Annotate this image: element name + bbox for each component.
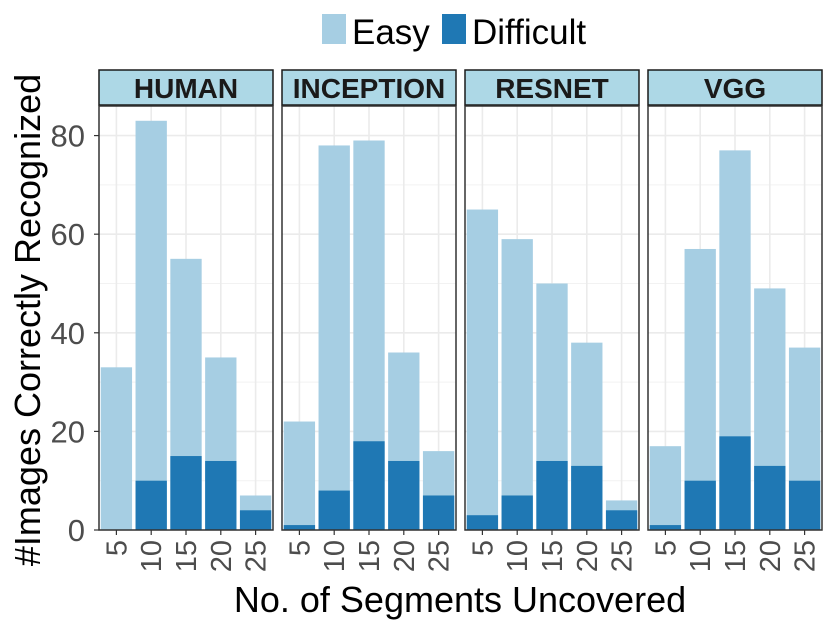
y-tick-label: 40 — [51, 316, 85, 351]
x-tick-label: 10 — [685, 540, 717, 572]
legend-label-difficult: Difficult — [472, 13, 586, 52]
x-tick-label: 5 — [650, 540, 682, 556]
x-tick-label: 20 — [206, 540, 238, 572]
bar-easy — [100, 367, 133, 530]
bar-difficult — [605, 510, 638, 530]
bar-difficult — [466, 515, 499, 530]
bar-easy — [501, 239, 533, 530]
y-tick-label: 20 — [51, 414, 85, 449]
x-tick-label: 20 — [755, 540, 787, 572]
facet-strip-label: HUMAN — [134, 73, 238, 104]
facet-strip — [98, 69, 274, 106]
bar-difficult — [135, 480, 167, 530]
facet-strip-label: INCEPTION — [293, 73, 445, 104]
bar-difficult — [205, 460, 237, 530]
y-tick-label: 80 — [51, 119, 85, 154]
facet-human: HUMAN 5 10 15 20 25 — [98, 69, 274, 572]
facet-strip-label: VGG — [704, 73, 766, 104]
bar-difficult — [571, 465, 603, 530]
bar-easy — [135, 120, 167, 530]
x-tick-label: 20 — [389, 540, 421, 572]
x-tick-label: 20 — [572, 540, 604, 572]
x-tick-label: 25 — [790, 540, 822, 572]
bar-difficult — [536, 460, 568, 530]
y-tick-label: 0 — [68, 513, 85, 548]
x-tick-label: 25 — [424, 540, 456, 572]
bar-easy — [318, 145, 350, 530]
facet-resnet: RESNET 5 10 15 20 25 — [464, 69, 640, 572]
bar-difficult — [422, 495, 455, 530]
bar-difficult — [239, 510, 272, 530]
x-tick-label: 15 — [354, 540, 386, 572]
facet-vgg: VGG 5 10 15 20 25 — [647, 69, 823, 572]
x-tick-label: 25 — [607, 540, 639, 572]
bar-difficult — [388, 460, 420, 530]
facet-strip — [647, 69, 823, 106]
facet-inception: INCEPTION 5 10 15 20 25 — [281, 69, 457, 572]
bar-difficult — [754, 465, 786, 530]
bar-difficult — [684, 480, 716, 530]
bar-difficult — [170, 456, 202, 530]
bar-difficult — [353, 441, 385, 530]
y-tick-label: 60 — [51, 217, 85, 252]
legend-key-easy — [322, 14, 346, 44]
bar-difficult — [318, 490, 350, 530]
bar-easy — [649, 446, 682, 530]
legend-label-easy: Easy — [352, 13, 430, 52]
x-tick-label: 5 — [101, 540, 133, 556]
facet-strip — [464, 69, 640, 106]
facet-strip — [281, 69, 457, 106]
bar-difficult — [283, 525, 316, 530]
x-tick-label: 10 — [319, 540, 351, 572]
bar-difficult — [649, 525, 682, 530]
x-tick-label: 15 — [537, 540, 569, 572]
legend: Easy Difficult — [322, 13, 586, 52]
bar-easy — [283, 421, 316, 530]
x-tick-label: 25 — [241, 540, 273, 572]
bar-difficult — [788, 480, 821, 530]
x-tick-label: 15 — [720, 540, 752, 572]
y-axis-title: #Images Correctly Recognized — [7, 74, 48, 566]
facet-strip-label: RESNET — [495, 73, 609, 104]
bar-easy — [466, 209, 499, 530]
x-tick-label: 5 — [467, 540, 499, 556]
legend-key-difficult — [442, 14, 466, 44]
x-axis-title: No. of Segments Uncovered — [234, 579, 686, 620]
x-tick-label: 10 — [502, 540, 534, 572]
bar-difficult — [719, 436, 751, 530]
x-tick-label: 10 — [136, 540, 168, 572]
x-tick-label: 15 — [171, 540, 203, 572]
x-tick-label: 5 — [284, 540, 316, 556]
bar-difficult — [501, 495, 533, 530]
